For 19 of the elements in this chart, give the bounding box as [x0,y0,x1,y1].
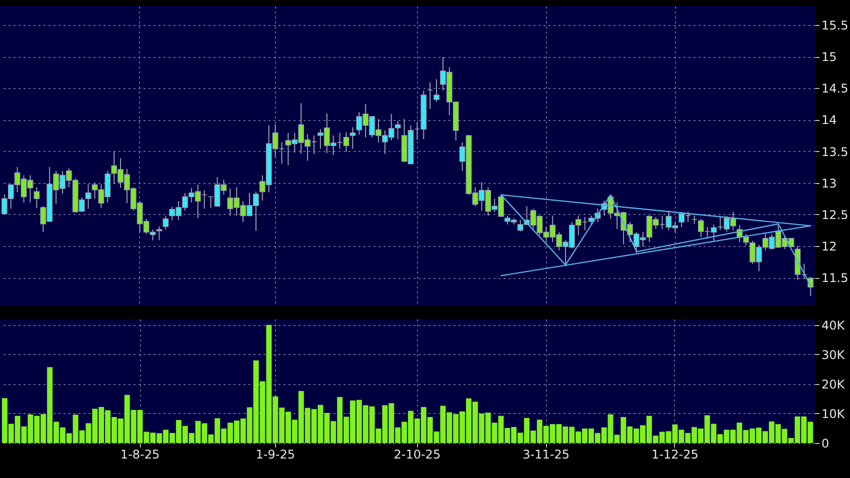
y-tick-label: 14 [822,113,837,128]
y-tick-label: 15.5 [822,18,848,32]
y-tick-label: 12.5 [822,208,848,222]
y-tick-label: 13.5 [822,144,848,159]
y-tick-label: 20K [822,377,846,392]
y-tick-label: 10K [822,406,846,421]
y-tick-label: 40K [822,318,846,332]
x-tick-label: 2-10-25 [394,448,441,462]
y-tick-label: 0 [822,436,830,450]
x-tick-label: 1-8-25 [120,448,160,462]
y-tick-label: 30K [822,348,846,362]
y-tick-label: 14.5 [822,82,848,96]
x-tick-label: 1-12-25 [652,448,698,462]
x-tick-label: 3-11-25 [522,448,570,462]
y-tick-label: 11.5 [822,271,848,286]
y-tick-label: 13 [822,176,837,190]
y-tick-label: 15 [822,50,837,64]
x-tick-label: 1-9-25 [256,448,295,462]
y-tick-label: 12 [822,240,837,254]
